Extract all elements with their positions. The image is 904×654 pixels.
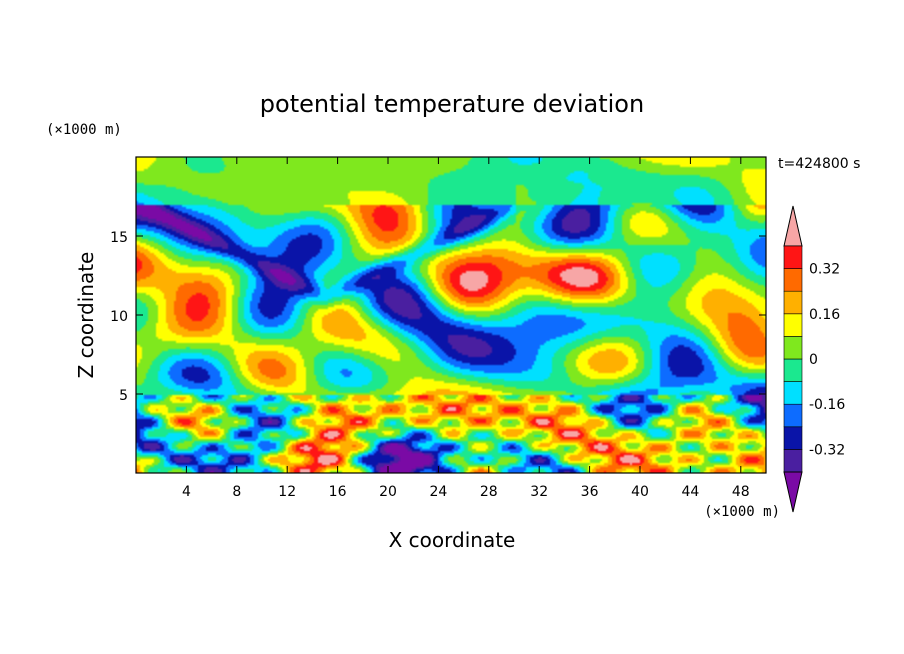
colorbar-bin [783,290,803,315]
colorbar-label: -0.16 [809,397,845,413]
colorbar-bin [783,449,803,473]
x-tick-label: 32 [530,484,548,500]
time-label: t=424800 s [778,156,860,172]
colorbar-label: 0.16 [809,307,840,323]
y-axis-unit: (×1000 m) [46,122,122,138]
x-tick-label: 4 [182,484,191,500]
colorbar-bin [783,403,803,428]
colorbar: 0.32 0.16 0 -0.16 -0.32 [783,205,845,513]
x-tick-label: 48 [732,484,750,500]
chart-title: potential temperature deviation [260,90,644,118]
heatmap-field [136,157,766,473]
colorbar-bin [783,336,803,360]
x-tick-label: 44 [681,484,699,500]
colorbar-bin [783,245,803,269]
x-axis: 4 8 12 16 20 24 28 32 36 40 44 48 [182,157,750,500]
colorbar-label: 0.32 [809,262,840,278]
x-axis-unit: (×1000 m) [704,504,780,520]
x-tick-label: 24 [429,484,447,500]
colorbar-label: -0.32 [809,442,845,458]
x-tick-label: 12 [278,484,296,500]
colorbar-arrow-bottom [783,471,803,513]
x-axis-label: X coordinate [389,528,516,552]
x-tick-label: 20 [379,484,397,500]
y-axis-label: Z coordinate [74,252,98,379]
colorbar-bin [783,426,803,450]
x-tick-label: 8 [232,484,241,500]
colorbar-bin [783,381,803,405]
y-tick-label: 15 [110,230,128,246]
y-tick-label: 10 [110,309,128,325]
colorbar-bin [783,358,803,382]
colorbar-bin [783,313,803,337]
plot-area [135,156,767,474]
x-tick-label: 28 [480,484,498,500]
y-tick-label: 5 [119,388,128,404]
colorbar-arrow-top [783,205,803,247]
x-tick-label: 36 [581,484,599,500]
x-tick-label: 16 [329,484,347,500]
colorbar-bin [783,268,803,292]
colorbar-label: 0 [809,352,818,368]
x-tick-label: 40 [631,484,649,500]
y-axis: 5 10 15 [110,230,766,404]
